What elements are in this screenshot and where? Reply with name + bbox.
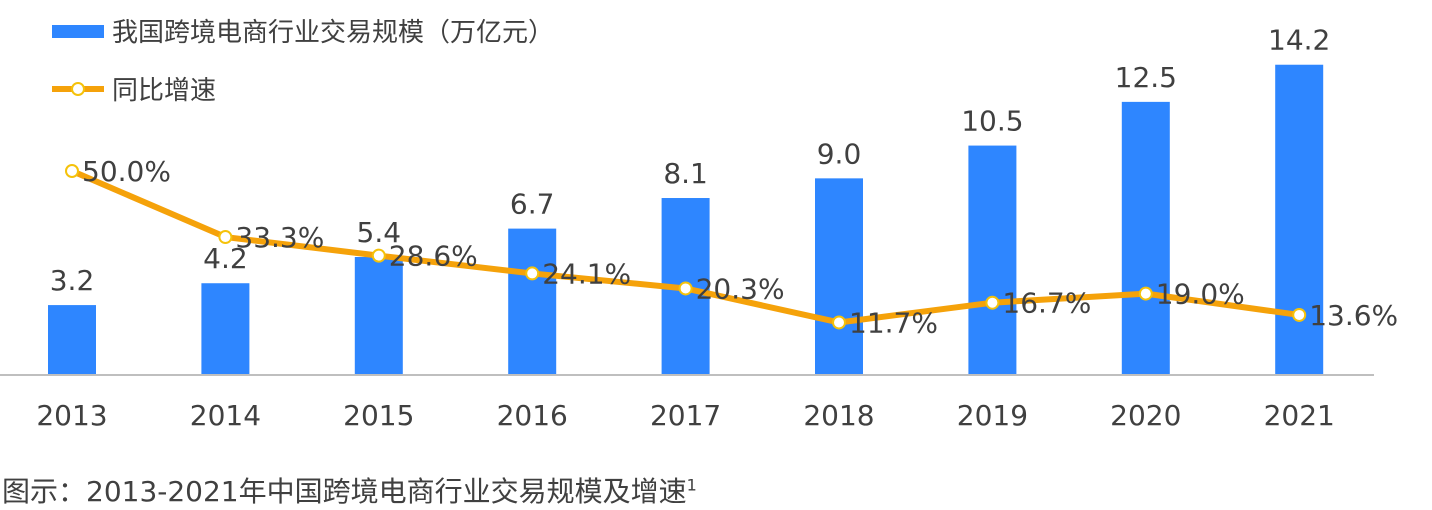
line-label: 11.7%	[849, 306, 938, 339]
bar-label: 9.0	[817, 137, 862, 170]
figure-caption: 图示：2013-2021年中国跨境电商行业交易规模及增速1	[2, 470, 697, 510]
x-tick-label: 2018	[803, 399, 874, 432]
growth-markers	[65, 164, 1307, 330]
x-tick-label: 2015	[343, 399, 414, 432]
bar	[354, 257, 403, 375]
legend-line-label: 同比增速	[112, 76, 216, 106]
bar-label: 12.5	[1115, 61, 1177, 94]
x-tick-label: 2014	[190, 399, 261, 432]
bar	[508, 228, 557, 375]
bar	[1275, 64, 1324, 375]
x-tick-label: 2013	[36, 399, 107, 432]
x-tick-label: 2020	[1110, 399, 1181, 432]
bar-label: 6.7	[510, 188, 555, 221]
bar-series	[48, 64, 1324, 375]
line-label: 24.1%	[542, 257, 631, 290]
line-label: 28.6%	[389, 240, 478, 273]
legend-bar-swatch	[52, 25, 104, 38]
x-tick-label: 2016	[497, 399, 568, 432]
combo-chart: 2013 2014 2015 2016 2017 2018 2019 2020 2021 3.2…	[0, 18, 1398, 432]
line-marker	[65, 164, 79, 178]
line-marker	[525, 266, 540, 281]
caption-text: 图示：2013-2021年中国跨境电商行业交易规模及增速	[2, 475, 687, 508]
bar	[1121, 101, 1170, 375]
bar-label: 4.2	[203, 242, 248, 275]
line-marker	[832, 315, 846, 330]
growth-value-labels: 50.0% 33.3% 28.6% 24.1% 20.3% 11.7% 16.7% 19.0%…	[82, 155, 1398, 339]
bar-label: 3.2	[50, 264, 95, 297]
x-tick-label: 2021	[1264, 399, 1335, 432]
bar-label: 8.1	[663, 157, 708, 190]
line-marker	[371, 248, 386, 263]
x-tick-labels: 2013 2014 2015 2016 2017 2018 2019 2020 2021	[36, 399, 1334, 432]
bar-label: 10.5	[961, 105, 1023, 138]
line-marker	[985, 295, 1000, 310]
line-label: 19.0%	[1156, 278, 1245, 311]
line-label: 20.3%	[696, 272, 785, 305]
x-tick-label: 2017	[650, 399, 721, 432]
x-tick-label: 2019	[957, 399, 1028, 432]
bar	[48, 305, 96, 375]
bar-label: 14.2	[1268, 24, 1330, 57]
caption-footnote: 1	[686, 475, 697, 495]
legend: 我国跨境电商行业交易规模（万亿元） 同比增速	[52, 18, 554, 106]
line-marker	[1138, 286, 1153, 301]
line-label: 50.0%	[82, 155, 171, 188]
legend-bar-label: 我国跨境电商行业交易规模（万亿元）	[112, 18, 554, 48]
bar-label: 5.4	[357, 216, 402, 249]
bar-value-labels: 3.2 4.2 5.4 6.7 8.1 9.0 10.5 12.5 14.2	[50, 24, 1331, 297]
bar	[815, 178, 863, 375]
line-marker	[218, 230, 233, 245]
line-marker	[678, 281, 693, 296]
line-label: 33.3%	[235, 221, 324, 254]
line-label: 16.7%	[1002, 287, 1091, 320]
line-label: 13.6%	[1309, 299, 1398, 332]
legend-line-marker	[71, 82, 85, 96]
bar	[968, 145, 1017, 375]
line-marker	[1292, 307, 1307, 322]
bar	[201, 283, 250, 375]
